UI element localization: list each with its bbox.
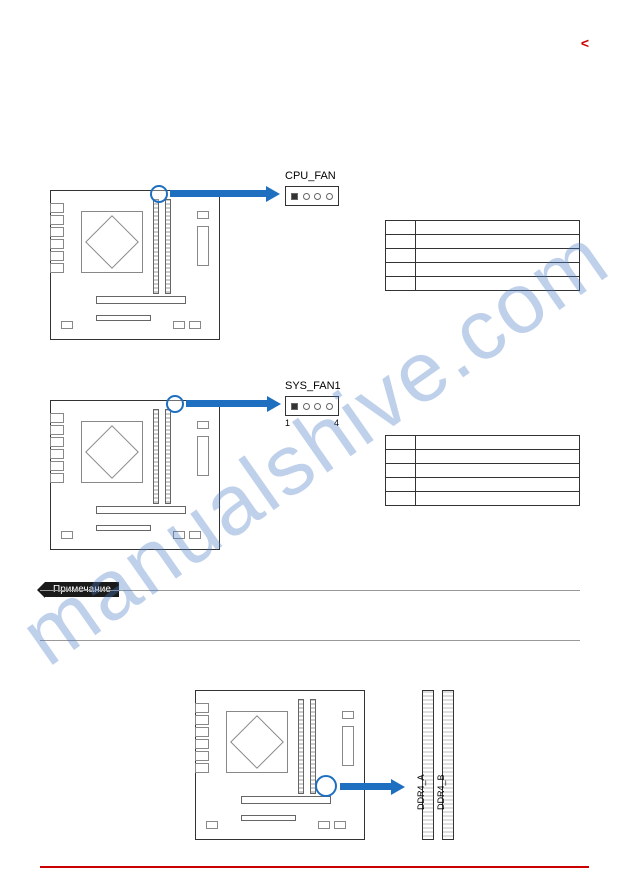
footer-line xyxy=(40,866,589,868)
cpu-fan-header xyxy=(285,186,339,206)
arrow-dimm xyxy=(340,783,395,790)
cpu-fan-pin-table xyxy=(385,220,580,291)
divider-2 xyxy=(40,640,580,641)
motherboard-diagram-2 xyxy=(50,400,220,550)
divider-1 xyxy=(40,590,580,591)
sys-fan-pin-table xyxy=(385,435,580,506)
cpu-fan-label: CPU_FAN xyxy=(285,170,339,182)
arrow-cpu-fan xyxy=(170,190,270,197)
sys-fan-marker xyxy=(166,395,184,413)
sys-fan-label: SYS_FAN1 xyxy=(285,380,341,392)
motherboard-diagram-1 xyxy=(50,190,220,340)
sys-fan-pin-numbers: 1 4 xyxy=(285,418,339,428)
dimm-marker xyxy=(315,775,337,797)
cpu-fan-marker xyxy=(150,185,168,203)
dimm-modules: DDR4_A DDR4_B xyxy=(418,690,463,840)
dimm-label-b: DDR4_B xyxy=(436,774,446,810)
dimm-label-a: DDR4_A xyxy=(416,774,426,810)
sys-fan-header xyxy=(285,396,339,416)
arrow-sys-fan xyxy=(186,400,271,407)
page-marker: < xyxy=(581,35,589,51)
motherboard-diagram-3 xyxy=(195,690,365,840)
